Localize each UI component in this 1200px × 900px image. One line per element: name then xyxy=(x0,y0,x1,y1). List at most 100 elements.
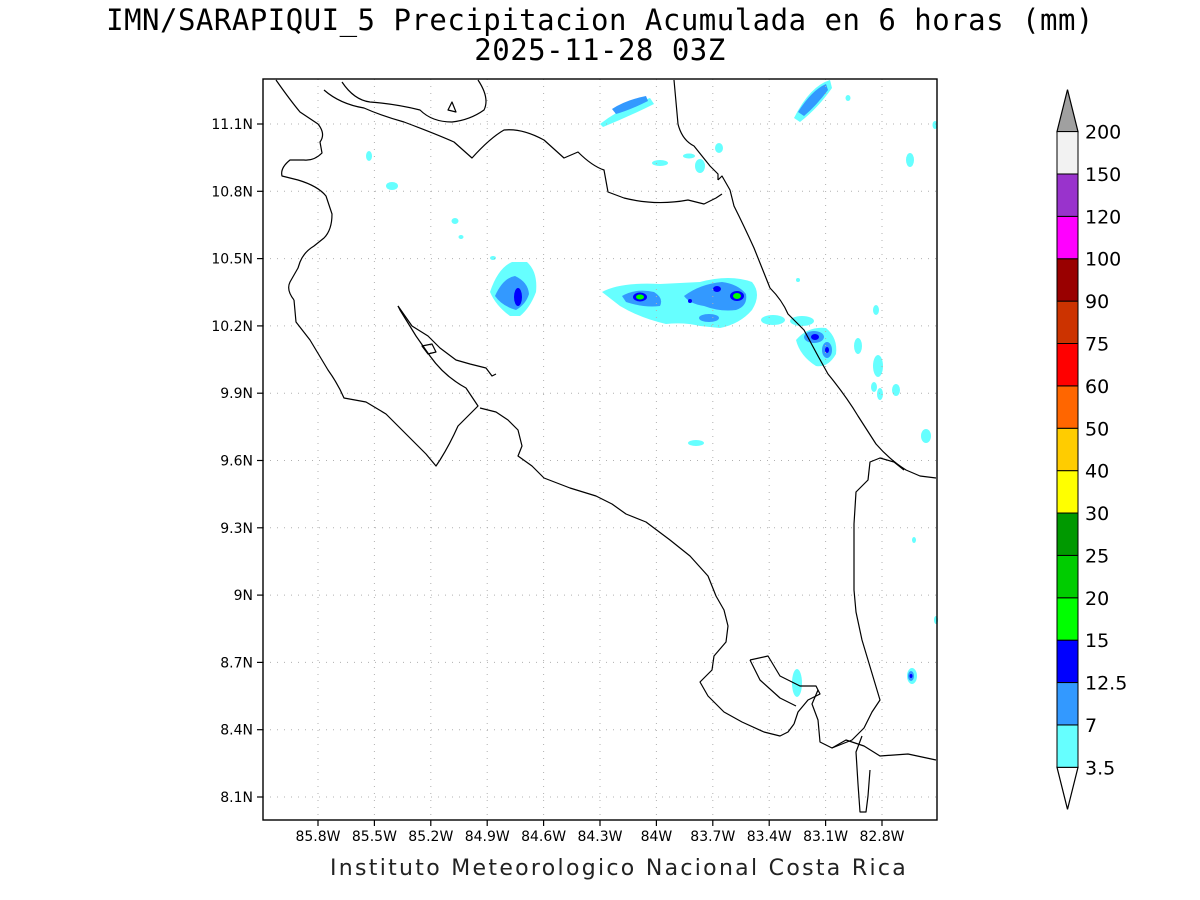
institution-footer: Instituto Meteorologico Nacional Costa R… xyxy=(330,856,909,881)
precip-area xyxy=(790,316,814,326)
precip-area xyxy=(683,153,695,159)
colorbar-swatch xyxy=(1056,512,1079,556)
lon-tick-label: 82.8W xyxy=(859,829,904,845)
colorbar-label: 15 xyxy=(1085,630,1109,652)
precip-area xyxy=(761,315,785,325)
colorbar-swatch xyxy=(1056,427,1079,472)
colorbar-under-arrow xyxy=(1056,766,1079,810)
lon-tick-label: 84.9W xyxy=(465,829,510,845)
colorbar-swatch xyxy=(1056,258,1079,302)
precip-area xyxy=(845,95,851,101)
map-datetime: 2025-11-28 03Z xyxy=(474,33,726,67)
colorbar-label: 150 xyxy=(1085,164,1121,186)
colorbar-swatch xyxy=(1056,554,1079,599)
precip-area xyxy=(366,151,372,161)
colorbar-label: 30 xyxy=(1085,503,1109,525)
border-line xyxy=(811,457,905,749)
precip-area xyxy=(811,334,819,340)
colorbar-swatch xyxy=(1056,470,1079,514)
colorbar-label: 20 xyxy=(1085,588,1109,610)
lon-tick-label: 85.2W xyxy=(408,829,453,845)
precip-area xyxy=(871,382,877,392)
lon-tick-label: 84W xyxy=(641,829,673,845)
border-line xyxy=(275,79,333,301)
colorbar-over-arrow xyxy=(1056,89,1079,133)
colorbar-label: 90 xyxy=(1085,291,1109,313)
border-line xyxy=(479,407,795,737)
colorbar-swatch xyxy=(1056,639,1079,684)
colorbar-label: 75 xyxy=(1085,334,1109,356)
colorbar-swatch xyxy=(1056,300,1079,344)
precip-area xyxy=(600,98,654,127)
border-line xyxy=(749,659,797,707)
graticule-grid xyxy=(263,79,937,820)
precip-area xyxy=(873,305,879,315)
lat-tick-label: 9.9N xyxy=(220,386,253,402)
border-line xyxy=(421,343,437,355)
precip-area xyxy=(386,182,398,190)
lat-tick-label: 10.8N xyxy=(211,184,253,200)
lat-tick-label: 9N xyxy=(234,588,253,604)
colorbar-label: 25 xyxy=(1085,545,1109,567)
colorbar-label: 100 xyxy=(1085,249,1121,271)
precip-area xyxy=(921,429,931,443)
lat-tick-label: 10.5N xyxy=(211,252,253,268)
border-line xyxy=(749,655,821,725)
colorbar-legend: 3.5 7 12.5 15 20 25 30 40 50 60 75 90 100 120 150 200 xyxy=(1056,89,1127,810)
lat-tick-label: 8.4N xyxy=(220,723,253,739)
lon-tick-label: 85.8W xyxy=(295,829,340,845)
precip-area xyxy=(906,153,914,167)
colorbar-label: 50 xyxy=(1085,418,1109,440)
colorbar-label: 7 xyxy=(1085,715,1097,737)
precip-area xyxy=(514,288,522,306)
lat-tick-label: 8.1N xyxy=(220,790,253,806)
colorbar-swatch xyxy=(1056,131,1079,175)
longitude-axis: 85.8W 85.5W 85.2W 84.9W 84.6W 84.3W 84W 83.7W 83… xyxy=(295,820,905,845)
precip-area xyxy=(912,537,916,543)
lat-tick-label: 8.7N xyxy=(220,655,253,671)
colorbar-label: 60 xyxy=(1085,376,1109,398)
colorbar-swatch xyxy=(1056,682,1079,726)
border-line xyxy=(717,175,937,479)
precip-area xyxy=(652,160,668,166)
lat-tick-label: 9.6N xyxy=(220,454,253,470)
border-line xyxy=(323,89,723,205)
colorbar-label: 40 xyxy=(1085,461,1109,483)
precip-area xyxy=(688,299,692,303)
lon-tick-label: 83.4W xyxy=(747,829,792,845)
latitude-axis: 11.1N 10.8N 10.5N 10.2N 9.9N 9.6N 9.3N 9N 8.7N 8.… xyxy=(211,117,263,806)
precip-area xyxy=(873,355,883,377)
precip-area xyxy=(854,338,862,354)
border-line xyxy=(831,739,937,761)
precip-area xyxy=(458,235,464,239)
precip-area xyxy=(688,440,704,446)
colorbar-swatch xyxy=(1056,215,1079,260)
precip-contours xyxy=(366,80,938,697)
precip-area xyxy=(695,159,705,173)
border-line xyxy=(341,79,487,123)
precip-area xyxy=(684,282,747,311)
colorbar-label: 12.5 xyxy=(1085,673,1127,695)
precip-area xyxy=(792,669,802,697)
lat-tick-label: 11.1N xyxy=(211,117,253,133)
colorbar-swatch xyxy=(1056,724,1079,768)
lon-tick-label: 84.3W xyxy=(577,829,622,845)
colorbar-label: 3.5 xyxy=(1085,757,1115,779)
border-line xyxy=(855,735,871,813)
precip-area xyxy=(715,143,723,153)
precip-area xyxy=(909,674,913,678)
border-line xyxy=(293,299,479,467)
border-line xyxy=(447,101,457,113)
precip-area xyxy=(877,388,883,400)
precip-area xyxy=(825,347,829,353)
precip-area xyxy=(892,384,900,396)
border-line xyxy=(673,79,719,180)
lon-tick-label: 83.7W xyxy=(690,829,735,845)
map-frame xyxy=(262,78,938,821)
coastline-borders xyxy=(275,79,937,813)
lon-tick-label: 85.5W xyxy=(352,829,397,845)
precip-area xyxy=(699,314,719,322)
colorbar-swatch xyxy=(1056,597,1079,641)
precip-area xyxy=(451,218,459,224)
